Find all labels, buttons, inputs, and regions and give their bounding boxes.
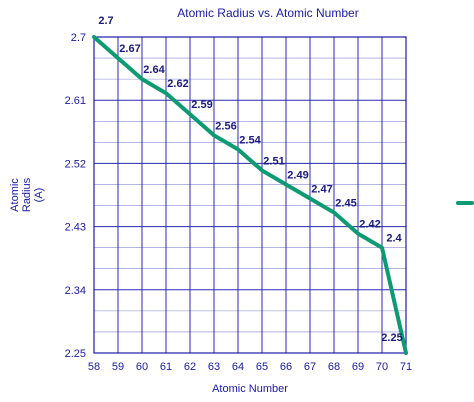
grid xyxy=(93,36,407,354)
x-tick-label: 71 xyxy=(400,361,412,373)
data-label: 2.56 xyxy=(215,120,236,132)
y-tick-label: 2.43 xyxy=(65,222,86,234)
data-label: 2.4 xyxy=(386,233,402,245)
x-tick-label: 59 xyxy=(112,361,124,373)
data-label: 2.7 xyxy=(98,15,113,27)
y-tick-label: 2.61 xyxy=(65,95,86,107)
x-tick-label: 65 xyxy=(256,361,268,373)
data-label: 2.67 xyxy=(119,43,140,55)
x-tick-label: 63 xyxy=(208,361,220,373)
data-label: 2.49 xyxy=(287,169,308,181)
x-tick-label: 58 xyxy=(88,361,100,373)
x-tick-label: 67 xyxy=(304,361,316,373)
x-tick-label: 61 xyxy=(160,361,172,373)
x-tick-label: 62 xyxy=(184,361,196,373)
x-tick-label: 60 xyxy=(136,361,148,373)
y-axis-title-line: Radius xyxy=(21,177,33,212)
data-label: 2.62 xyxy=(167,78,188,90)
y-axis-title-line: Atomic xyxy=(9,178,21,212)
data-labels: 2.72.672.642.622.592.562.542.512.492.472… xyxy=(98,15,402,344)
x-axis-title: Atomic Number xyxy=(212,383,288,395)
y-axis-title: Atomic Radius (A) xyxy=(9,177,45,212)
y-axis-title-line: (A) xyxy=(33,188,45,203)
y-tick-label: 2.34 xyxy=(65,285,86,297)
series-line xyxy=(92,35,408,355)
plot-frame xyxy=(93,36,407,354)
data-label: 2.25 xyxy=(381,332,402,344)
x-tick-label: 66 xyxy=(280,361,292,373)
x-axis-ticks: 58 59 60 61 62 63 64 65 66 67 68 69 70 71 xyxy=(88,361,412,373)
data-label: 2.51 xyxy=(263,155,284,167)
data-label: 2.47 xyxy=(311,184,332,196)
x-tick-label: 69 xyxy=(352,361,364,373)
data-label: 2.45 xyxy=(335,198,356,210)
chart-title: Atomic Radius vs. Atomic Number xyxy=(177,6,358,20)
y-axis-ticks: 2.7 2.61 2.52 2.43 2.34 2.25 xyxy=(65,32,86,360)
data-label: 2.54 xyxy=(239,134,261,146)
data-label: 2.64 xyxy=(143,64,165,76)
x-tick-label: 64 xyxy=(232,361,244,373)
x-tick-label: 68 xyxy=(328,361,340,373)
series xyxy=(92,35,408,355)
y-tick-label: 2.7 xyxy=(71,32,86,44)
y-tick-label: 2.25 xyxy=(65,348,86,360)
y-tick-label: 2.52 xyxy=(65,158,86,170)
data-label: 2.42 xyxy=(359,219,380,231)
y-axis-title-group: Atomic Radius (A) xyxy=(9,177,45,212)
x-tick-label: 70 xyxy=(376,361,388,373)
data-label: 2.59 xyxy=(191,99,212,111)
